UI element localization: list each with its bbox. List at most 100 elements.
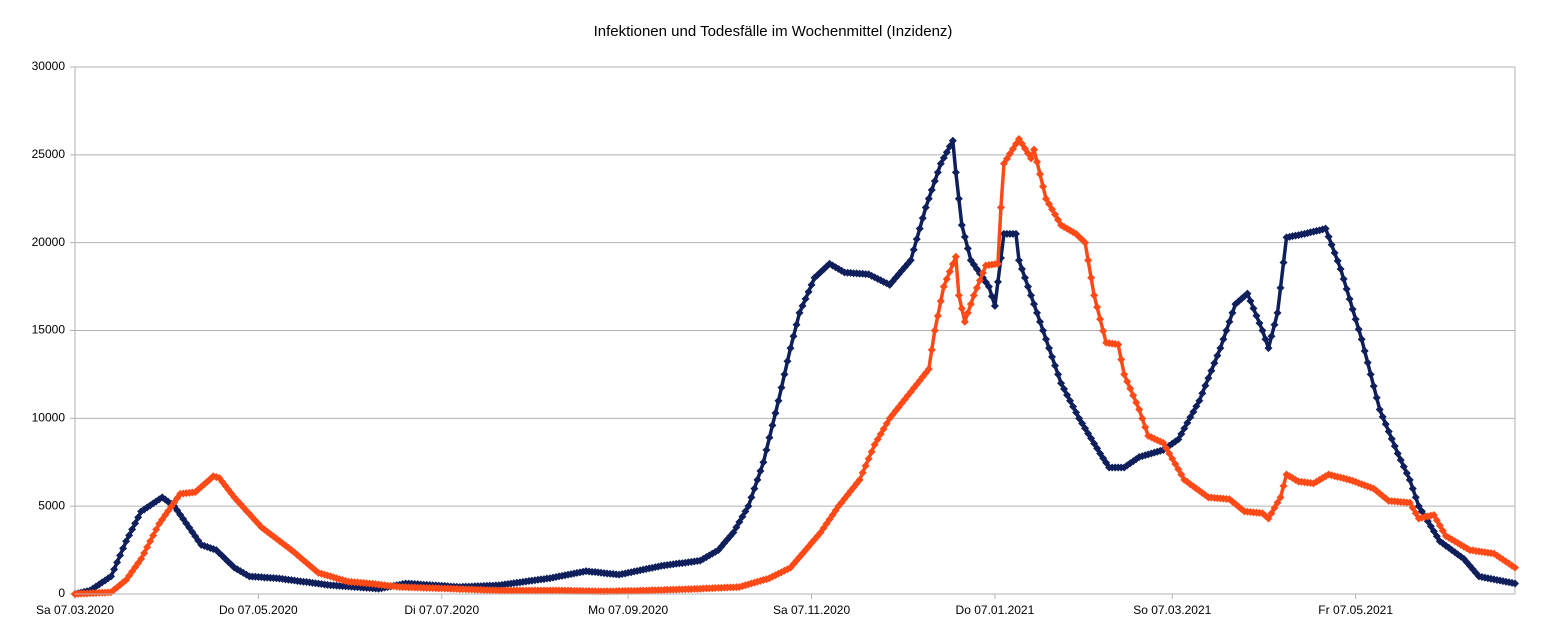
y-tick-label: 30000 — [32, 59, 66, 73]
marker — [804, 287, 813, 296]
marker — [1141, 423, 1150, 432]
marker — [1195, 396, 1204, 405]
marker — [798, 301, 807, 310]
marker — [735, 517, 744, 526]
marker — [924, 194, 933, 203]
marker — [786, 344, 795, 353]
marker — [1396, 455, 1405, 464]
marker — [855, 475, 864, 484]
marker — [110, 565, 119, 574]
marker — [1072, 408, 1081, 417]
marker — [1345, 295, 1354, 304]
marker — [993, 259, 1002, 268]
marker — [1192, 402, 1201, 411]
marker — [942, 275, 951, 284]
marker — [732, 523, 741, 532]
marker — [1090, 291, 1099, 300]
marker — [1171, 460, 1180, 469]
marker — [1252, 311, 1261, 320]
marker — [1261, 335, 1270, 344]
marker — [918, 214, 927, 223]
marker — [915, 224, 924, 233]
marker — [1096, 315, 1105, 324]
marker — [1162, 444, 1171, 453]
marker — [876, 430, 885, 439]
marker — [1201, 381, 1210, 390]
marker — [1054, 215, 1063, 224]
marker — [1411, 493, 1420, 502]
marker — [1369, 382, 1378, 391]
marker — [1330, 248, 1339, 257]
marker — [1048, 205, 1057, 214]
marker — [1168, 454, 1177, 463]
series-markers — [71, 136, 1519, 598]
marker — [1042, 335, 1051, 344]
marker — [1017, 265, 1026, 274]
marker — [771, 409, 780, 418]
marker — [1375, 405, 1384, 414]
marker — [1033, 308, 1042, 317]
marker — [1189, 407, 1198, 416]
marker — [741, 507, 750, 516]
marker — [113, 558, 122, 567]
marker — [1011, 229, 1020, 238]
marker — [789, 332, 798, 341]
marker — [990, 301, 999, 310]
marker — [1026, 154, 1035, 163]
marker — [1228, 308, 1237, 317]
marker — [954, 291, 963, 300]
marker — [939, 282, 948, 291]
marker — [882, 419, 891, 428]
x-tick-label: Mo 07.09.2020 — [588, 603, 668, 617]
marker — [1222, 326, 1231, 335]
marker — [750, 484, 759, 493]
marker — [984, 282, 993, 291]
marker — [1393, 449, 1402, 458]
marker — [945, 142, 954, 151]
marker — [146, 537, 155, 546]
marker — [1023, 282, 1032, 291]
marker — [1363, 358, 1372, 367]
marker — [1216, 344, 1225, 353]
marker — [119, 544, 128, 553]
marker — [122, 537, 131, 546]
marker — [744, 502, 753, 511]
marker — [1099, 326, 1108, 335]
x-tick-label: Sa 07.03.2020 — [36, 603, 114, 617]
marker — [107, 572, 116, 581]
marker — [122, 575, 131, 584]
marker — [1351, 315, 1360, 324]
marker — [152, 525, 161, 534]
marker — [1020, 273, 1029, 282]
marker — [951, 168, 960, 177]
marker — [1087, 434, 1096, 443]
marker — [143, 543, 152, 552]
marker — [1045, 200, 1054, 209]
marker — [966, 300, 975, 309]
marker — [1348, 305, 1357, 314]
marker — [1399, 462, 1408, 471]
marker — [1366, 370, 1375, 379]
marker — [131, 519, 140, 528]
marker — [879, 424, 888, 433]
marker — [1165, 449, 1174, 458]
marker — [1087, 273, 1096, 282]
marker — [1174, 465, 1183, 474]
marker — [936, 297, 945, 306]
marker — [1060, 384, 1069, 393]
marker — [972, 283, 981, 292]
marker — [909, 245, 918, 254]
marker — [861, 461, 870, 470]
marker — [906, 256, 915, 265]
marker — [1246, 296, 1255, 305]
marker — [1029, 300, 1038, 309]
marker — [149, 531, 158, 540]
marker — [116, 551, 125, 560]
marker — [1390, 442, 1399, 451]
marker — [873, 435, 882, 444]
marker — [1177, 429, 1186, 438]
y-tick-label: 10000 — [32, 411, 66, 425]
marker — [1177, 470, 1186, 479]
marker — [867, 447, 876, 456]
